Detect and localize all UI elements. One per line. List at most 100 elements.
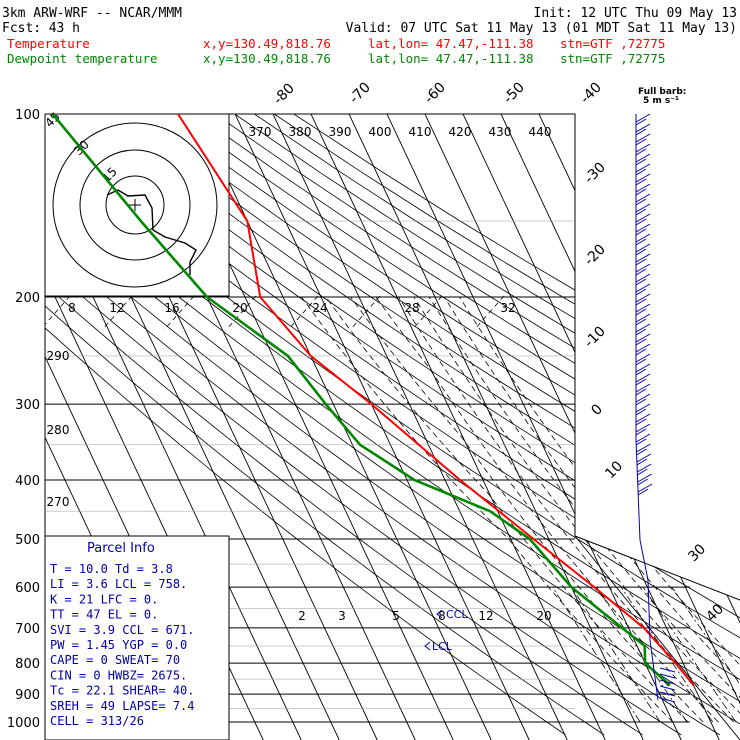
wind-barb	[635, 348, 647, 356]
theta-e-line	[473, 295, 505, 331]
dry-adiabat	[254, 114, 740, 736]
wind-barb	[635, 168, 647, 176]
pressure-tick-label: 400	[15, 474, 40, 489]
wind-barb	[637, 468, 648, 476]
isotherm-line	[45, 114, 302, 740]
isotherm-label: -80	[270, 80, 297, 107]
lcl-marker	[424, 641, 431, 651]
theta-label: 420	[449, 125, 472, 139]
temperature-point: x,y=130.49,818.76	[203, 36, 331, 51]
wind-barb	[635, 328, 647, 336]
wind-staff	[635, 114, 659, 701]
wind-barb	[635, 263, 651, 273]
wind-barb	[635, 178, 647, 186]
hodograph-ring	[79, 149, 191, 261]
wind-barb	[637, 483, 653, 493]
parcel-info-row: Tc = 22.1 SHEAR= 40.	[50, 684, 195, 698]
wind-barb	[635, 283, 651, 293]
wind-barb	[635, 198, 647, 206]
theta-label: 430	[489, 125, 512, 139]
wind-barb	[635, 143, 651, 153]
mixing-ratio-label: 24	[312, 301, 327, 315]
theta-e-line	[101, 295, 133, 331]
mixing-ratio-label: 12	[109, 301, 124, 315]
dry-adiabat	[45, 114, 740, 736]
parcel-info-box	[44, 535, 230, 740]
mixing-ratio-label: 3	[338, 609, 346, 623]
dry-adiabat	[45, 114, 740, 736]
isotherm-label: -20	[581, 241, 608, 268]
wind-barb	[635, 368, 647, 376]
mixing-ratio-label: 20	[232, 301, 247, 315]
wind-barb	[635, 403, 651, 413]
dry-adiabat	[45, 114, 605, 736]
pressure-tick-label: 100	[15, 108, 40, 123]
parcel-info-row: CELL = 313/26	[50, 714, 144, 728]
isotherm-line	[522, 114, 740, 740]
moist-adiabat	[398, 296, 734, 723]
mixing-ratio-label: 20	[536, 609, 551, 623]
dry-adiabat	[155, 114, 740, 736]
wind-barb	[635, 343, 651, 353]
dewpoint-latlon: lat,lon= 47.47,-111.38	[368, 51, 534, 66]
pressure-tick-label: 1000	[7, 716, 40, 731]
hodograph-trace	[106, 189, 197, 275]
wind-barb	[659, 673, 676, 679]
isotherm-line	[180, 114, 492, 740]
wind-barb	[635, 293, 651, 303]
wind-barb	[635, 423, 651, 433]
wind-legend-line1: Full barb:	[638, 87, 686, 97]
wind-barb	[635, 248, 647, 256]
dry-adiabat	[175, 114, 740, 736]
mixing-ratio-line	[642, 586, 737, 723]
isotherm-line	[332, 114, 644, 740]
isotherm-label: 0	[588, 401, 606, 419]
parcel-info-row: SREH = 49 LAPSE= 7.4	[50, 699, 195, 713]
mixing-ratio-label: 32	[500, 301, 515, 315]
dry-adiabat	[116, 114, 740, 736]
wind-barb	[635, 358, 647, 366]
theta-e-line	[287, 295, 319, 331]
wind-barb	[635, 163, 651, 173]
parcel-info-row: CIN = 0 HWBZ= 2675.	[50, 668, 187, 682]
pressure-tick-label: 200	[15, 291, 40, 306]
wind-barb	[635, 298, 647, 306]
wind-barb	[635, 238, 647, 246]
pressure-tick-label: 600	[15, 581, 40, 596]
wind-barb	[635, 413, 651, 423]
moist-adiabat	[413, 296, 740, 723]
parcel-info-panel: Parcel Info T = 10.0 Td = 3.8LI = 3.6 LC…	[44, 535, 230, 740]
mixing-ratio-label: 12	[478, 609, 493, 623]
parcel-info-row: SVI = 3.9 CCL = 671.	[50, 623, 195, 637]
dry-adiabat	[45, 114, 740, 736]
theta-label: 380	[289, 125, 312, 139]
wind-barb	[635, 193, 651, 203]
wind-barb	[635, 233, 651, 243]
isotherm-label: 30	[685, 541, 709, 565]
temperature-latlon: lat,lon= 47.47,-111.38	[368, 36, 534, 51]
wind-barb	[635, 393, 651, 403]
parcel-info-row: K = 21 LFC = 0.	[50, 592, 158, 606]
wind-barb	[635, 363, 651, 373]
wind-barb	[635, 398, 647, 406]
theta-e-line	[411, 295, 443, 331]
wind-barb	[635, 253, 651, 263]
isotherm-label: 10	[602, 458, 626, 482]
wind-barb	[637, 473, 652, 483]
hodograph-ring	[52, 122, 218, 288]
dry-adiabat-label: 280	[47, 423, 70, 437]
wind-barb	[635, 388, 647, 396]
isotherm-line	[256, 114, 568, 740]
theta-label: 390	[329, 125, 352, 139]
wind-barb	[635, 438, 647, 446]
wind-barb	[635, 138, 647, 146]
parcel-info-title: Parcel Info	[87, 541, 155, 556]
wind-barb	[635, 303, 651, 313]
wind-barb	[635, 353, 651, 363]
moist-adiabat	[428, 296, 740, 723]
isotherm-label: -50	[500, 79, 527, 106]
mixing-ratio-line	[671, 586, 740, 723]
dry-adiabat	[45, 114, 740, 736]
wind-barb	[635, 113, 651, 123]
pressure-tick-label: 300	[15, 398, 40, 413]
